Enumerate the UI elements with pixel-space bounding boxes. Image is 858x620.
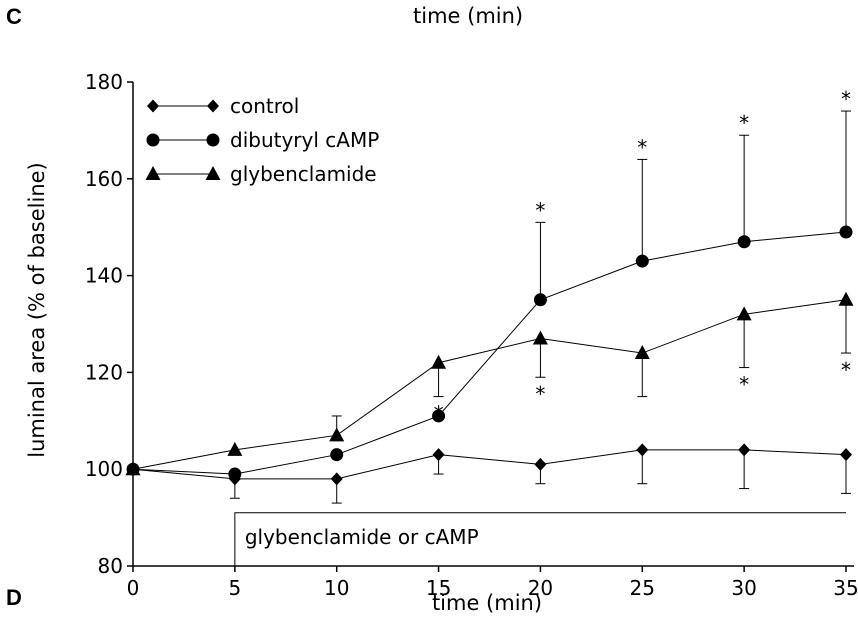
data-point-glybenclamide xyxy=(634,345,650,360)
significance-star-dibutyryl-camp: * xyxy=(739,111,749,135)
y-axis-label: luminal area (% of baseline) xyxy=(25,162,49,458)
data-point-control xyxy=(330,472,343,486)
data-point-dibutyryl-camp xyxy=(839,225,853,239)
data-point-dibutyryl-camp xyxy=(635,254,649,268)
treatment-label: glybenclamide or cAMP xyxy=(245,525,479,549)
legend-label-control: control xyxy=(230,94,299,118)
panel-letter-c: C xyxy=(6,4,22,29)
data-point-control xyxy=(738,443,751,457)
y-tick-label: 80 xyxy=(98,554,123,578)
data-point-control xyxy=(636,443,649,457)
treatment-bracket xyxy=(234,512,846,566)
y-tick-label: 180 xyxy=(85,70,123,94)
panel-letter-d: D xyxy=(6,585,22,610)
y-tick-label: 160 xyxy=(85,167,123,191)
significance-star-dibutyryl-camp: * xyxy=(841,87,851,111)
data-point-glybenclamide xyxy=(736,306,752,321)
series-line-control xyxy=(132,449,847,480)
significance-star-dibutyryl-camp: * xyxy=(535,198,545,222)
significance-star-glybenclamide: * xyxy=(841,358,851,382)
x-tick-label: 35 xyxy=(833,576,858,600)
legend-marker-control xyxy=(207,99,219,113)
data-point-dibutyryl-camp xyxy=(737,235,751,249)
x-tick-label: 25 xyxy=(630,576,655,600)
data-point-dibutyryl-camp xyxy=(533,293,547,307)
data-point-control xyxy=(432,448,445,462)
significance-star-glybenclamide: * xyxy=(434,402,444,426)
data-point-dibutyryl-camp xyxy=(432,409,446,423)
data-point-glybenclamide xyxy=(125,461,141,476)
x-tick-label: 5 xyxy=(228,576,241,600)
data-point-glybenclamide xyxy=(431,354,447,369)
legend-label-glybenclamide: glybenclamide xyxy=(230,162,377,186)
legend-marker-glybenclamide xyxy=(145,166,161,180)
legend-marker-dibutyryl-camp xyxy=(206,133,220,147)
top-axis-title: time (min) xyxy=(413,4,524,28)
y-tick-label: 140 xyxy=(85,264,123,288)
legend-marker-glybenclamide xyxy=(205,166,221,180)
x-tick-label: 20 xyxy=(528,576,553,600)
data-point-glybenclamide xyxy=(532,330,548,345)
legend-marker-dibutyryl-camp xyxy=(146,133,160,147)
x-tick-label: 10 xyxy=(324,576,349,600)
significance-star-dibutyryl-camp: * xyxy=(637,135,647,159)
series-line-dibutyryl-camp xyxy=(132,231,847,475)
data-point-control xyxy=(840,448,852,462)
significance-star-glybenclamide: * xyxy=(535,382,545,406)
significance-star-glybenclamide: * xyxy=(739,373,749,397)
data-point-glybenclamide xyxy=(329,427,345,442)
data-point-dibutyryl-camp xyxy=(330,448,344,462)
series-line-glybenclamide xyxy=(132,299,847,470)
legend-marker-control xyxy=(147,99,159,113)
data-point-control xyxy=(534,457,547,471)
x-tick-label: 15 xyxy=(426,576,451,600)
data-point-glybenclamide xyxy=(838,291,854,306)
x-tick-label: 30 xyxy=(731,576,756,600)
x-tick-label: 0 xyxy=(127,576,140,600)
data-point-glybenclamide xyxy=(227,441,243,456)
legend-label-dibutyryl-camp: dibutyryl cAMP xyxy=(230,128,379,152)
data-point-dibutyryl-camp xyxy=(228,467,242,481)
x-axis-label: time (min) xyxy=(432,591,542,615)
y-tick-label: 100 xyxy=(85,457,123,481)
y-tick-label: 120 xyxy=(85,360,123,384)
